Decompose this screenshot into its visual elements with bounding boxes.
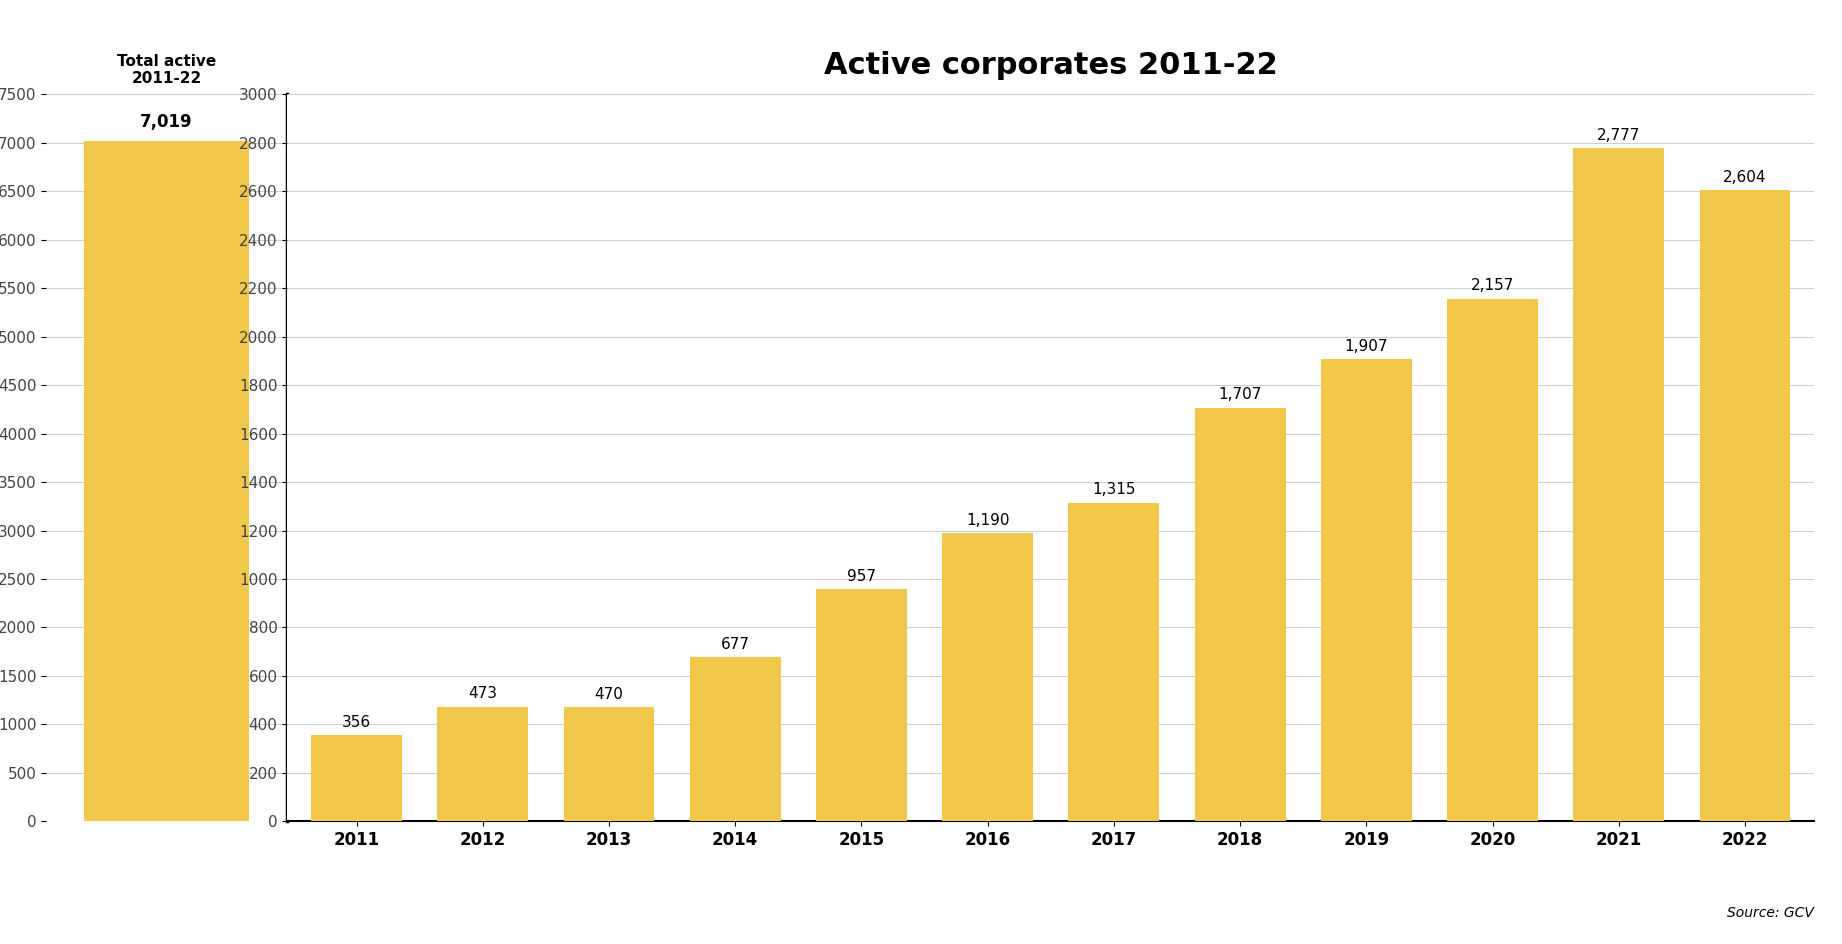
Bar: [816, 589, 906, 821]
Text: 356: 356: [343, 715, 372, 730]
Bar: [1068, 502, 1159, 821]
Text: 1,190: 1,190: [965, 513, 1009, 528]
Bar: [1573, 148, 1663, 821]
Bar: [85, 141, 249, 821]
Title: Total active
2011-22: Total active 2011-22: [118, 54, 216, 86]
Text: 2,777: 2,777: [1597, 128, 1641, 143]
Text: 1,315: 1,315: [1092, 482, 1137, 497]
Bar: [943, 533, 1033, 821]
Bar: [1195, 408, 1286, 821]
Text: 957: 957: [847, 569, 877, 584]
Bar: [1448, 298, 1538, 821]
Text: 677: 677: [720, 637, 750, 652]
Title: Active corporates 2011-22: Active corporates 2011-22: [823, 51, 1278, 79]
Bar: [564, 707, 654, 821]
Text: 2,604: 2,604: [1724, 170, 1766, 185]
Bar: [689, 657, 781, 821]
Bar: [437, 707, 529, 821]
Text: 1,707: 1,707: [1218, 387, 1262, 402]
Bar: [1321, 360, 1411, 821]
Text: 1,907: 1,907: [1345, 339, 1389, 354]
Text: 7,019: 7,019: [140, 113, 193, 131]
Text: Source: GCV: Source: GCV: [1728, 906, 1814, 920]
Text: 470: 470: [595, 687, 623, 702]
Bar: [311, 735, 402, 821]
Text: 2,157: 2,157: [1472, 278, 1514, 294]
Bar: [1700, 191, 1790, 821]
Text: 473: 473: [468, 686, 497, 701]
